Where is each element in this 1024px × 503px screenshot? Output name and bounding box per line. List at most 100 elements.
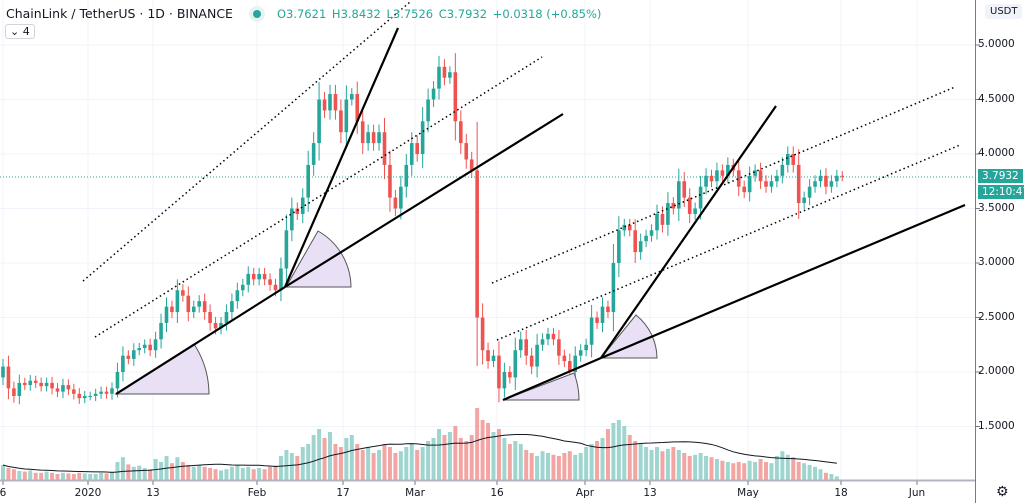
- candle-body: [758, 170, 763, 182]
- candle-body: [775, 175, 779, 182]
- candle-body: [55, 388, 60, 392]
- volume-bar: [573, 454, 578, 480]
- candle-body: [464, 143, 469, 160]
- candle-body: [475, 170, 479, 318]
- candle-body: [518, 339, 523, 351]
- volume-bar: [704, 456, 709, 480]
- candle-body: [524, 339, 528, 356]
- volume-bar: [769, 463, 774, 480]
- candle-body: [568, 361, 572, 372]
- price-label: 3.5000: [978, 201, 1015, 214]
- volume-bar: [791, 457, 796, 480]
- volume-bar: [6, 468, 11, 480]
- volume-bar: [480, 420, 485, 480]
- candle-body: [769, 181, 774, 187]
- volume-bars: [1, 408, 839, 480]
- volume-bar: [251, 469, 256, 480]
- candle-body: [535, 344, 539, 367]
- candle-body: [698, 186, 703, 209]
- volume-bar: [578, 453, 583, 480]
- candle-body: [736, 170, 741, 187]
- volume-bar: [224, 469, 229, 480]
- volume-bar: [584, 447, 589, 480]
- candle-body: [44, 382, 49, 387]
- market-status-icon: [252, 9, 261, 18]
- volume-bar: [197, 465, 202, 480]
- candle-body: [644, 235, 648, 242]
- volume-bar: [676, 450, 681, 480]
- volume-bar: [71, 474, 76, 480]
- change-value: +0.0318 (+0.85%): [492, 6, 602, 21]
- candle-body: [786, 154, 790, 165]
- time-label: Mar: [405, 487, 425, 499]
- price-label: 5.0000: [978, 38, 1015, 50]
- candle-body: [671, 203, 676, 209]
- volume-bar: [235, 465, 240, 480]
- candle-body: [241, 284, 245, 291]
- time-label: 18: [834, 487, 848, 499]
- volume-bar: [22, 471, 27, 480]
- candle-body: [28, 380, 33, 386]
- open-value: O3.7621: [276, 6, 327, 21]
- candle-body: [268, 279, 272, 285]
- volume-bar: [709, 457, 714, 480]
- arc-2: [285, 230, 352, 288]
- symbol-title[interactable]: ChainLink / TetherUS · 1D · BINANCE: [6, 6, 233, 21]
- candle-body: [235, 290, 240, 302]
- candle-body: [262, 273, 267, 280]
- candle-body: [82, 395, 87, 399]
- volume-bar: [175, 457, 180, 480]
- volume-bar: [159, 462, 164, 480]
- volume-bar: [66, 473, 71, 480]
- candle-body: [121, 355, 125, 372]
- volume-bar: [665, 448, 670, 480]
- volume-bar: [475, 408, 480, 480]
- candle-body: [497, 355, 501, 389]
- candle-body: [818, 175, 823, 182]
- candle-body: [513, 350, 518, 378]
- volume-bar: [627, 435, 632, 480]
- currency-unit-label[interactable]: USDT: [985, 4, 1023, 19]
- volume-bar: [306, 444, 311, 480]
- gear-icon[interactable]: ⚙: [996, 484, 1009, 500]
- volume-bar: [284, 450, 289, 480]
- volume-bar: [273, 465, 278, 480]
- candle-body: [666, 203, 670, 225]
- candle-body: [753, 170, 757, 176]
- indicators-collapse-button[interactable]: ⌄ 4: [5, 24, 35, 39]
- candle-body: [622, 224, 627, 231]
- candle-body: [175, 290, 180, 313]
- candle-body: [491, 355, 496, 362]
- indicator-count: 4: [22, 25, 30, 38]
- volume-bar: [458, 438, 463, 480]
- chart-legend: ChainLink / TetherUS · 1D · BINANCE O3.7…: [6, 6, 603, 21]
- candle-body: [115, 372, 120, 389]
- candle-body: [426, 99, 430, 122]
- candle-body: [137, 348, 142, 351]
- volume-bar: [785, 454, 790, 480]
- candle-body: [502, 372, 507, 389]
- candle-body: [726, 164, 730, 176]
- volume-bar: [611, 423, 616, 480]
- candle-body: [339, 110, 343, 133]
- volume-bar: [764, 462, 768, 480]
- candle-body: [633, 230, 637, 253]
- volume-bar: [442, 435, 447, 480]
- volume-bar: [208, 468, 213, 480]
- volume-bar: [366, 447, 371, 480]
- volume-bar: [491, 432, 496, 480]
- volume-bar: [829, 474, 834, 480]
- volume-bar: [295, 456, 300, 480]
- candle-body: [213, 322, 218, 329]
- candle-body: [791, 154, 796, 165]
- volume-bar: [349, 435, 354, 480]
- volume-bar: [404, 447, 409, 480]
- candle-body: [191, 306, 196, 313]
- volume-bar: [1, 465, 5, 480]
- high-value: H3.8432: [331, 6, 381, 21]
- volume-bar: [589, 444, 594, 480]
- volume-bar: [605, 429, 610, 480]
- volume-bar: [317, 429, 322, 480]
